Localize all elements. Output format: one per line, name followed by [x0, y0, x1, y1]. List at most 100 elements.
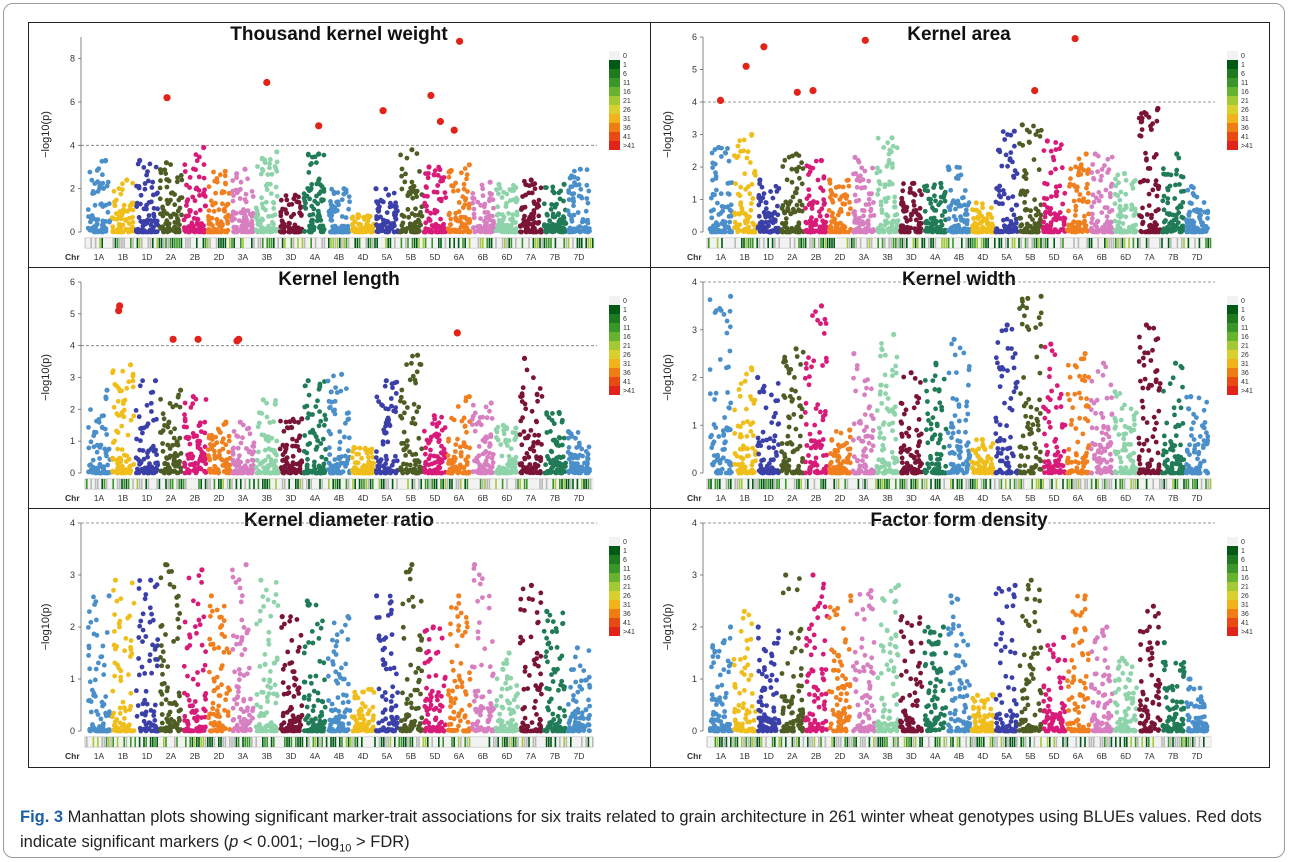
density-cell	[246, 238, 249, 248]
snp-point	[403, 171, 408, 177]
snp-point	[256, 449, 261, 455]
legend-swatch	[609, 69, 620, 78]
snp-point	[110, 368, 116, 374]
snp-point	[255, 164, 260, 169]
snp-point	[1077, 192, 1083, 197]
snp-point	[318, 418, 324, 424]
snp-point	[978, 220, 983, 226]
snp-point	[201, 451, 207, 457]
y-axis-label: −log10(p)	[662, 111, 674, 158]
snp-point	[933, 198, 938, 204]
snp-point	[493, 228, 499, 234]
density-cell	[229, 238, 231, 248]
snp-point	[404, 362, 409, 367]
density-cell	[532, 238, 535, 248]
snp-point	[775, 203, 780, 209]
snp-point	[1101, 229, 1107, 234]
density-cell	[1040, 238, 1042, 248]
snp-point	[790, 228, 796, 234]
legend-label: 21	[1241, 98, 1249, 105]
snp-point	[542, 185, 548, 190]
snp-point	[201, 162, 207, 168]
snp-point	[1123, 214, 1129, 220]
snp-point	[561, 198, 566, 204]
snp-point	[448, 216, 454, 222]
snp-point	[843, 196, 849, 201]
snp-point	[346, 410, 351, 416]
snp-point	[1174, 171, 1179, 177]
y-tick-label: 6	[70, 277, 75, 287]
snp-point	[273, 451, 278, 457]
snp-point	[201, 175, 207, 181]
significant-marker	[1031, 87, 1039, 95]
snp-point	[393, 200, 398, 206]
snp-point	[98, 470, 104, 476]
snp-point	[286, 470, 292, 476]
snp-point	[351, 226, 357, 231]
density-cell	[290, 238, 293, 248]
snp-point	[545, 222, 551, 228]
density-cell	[409, 238, 411, 248]
snp-point	[1031, 225, 1036, 231]
snp-point	[345, 417, 351, 422]
snp-point	[821, 174, 827, 180]
snp-point	[402, 179, 408, 185]
snp-point	[556, 211, 561, 217]
snp-point	[373, 455, 379, 460]
density-cell	[240, 238, 242, 248]
snp-point	[207, 455, 212, 461]
snp-point	[286, 202, 292, 208]
density-cell	[259, 238, 262, 248]
snp-point	[1197, 212, 1203, 218]
snp-point	[578, 186, 584, 192]
snp-point	[790, 206, 796, 212]
snp-point	[1116, 180, 1121, 186]
snp-point	[881, 145, 887, 150]
snp-point	[282, 449, 288, 455]
snp-point	[341, 223, 347, 229]
legend-label: 41	[1241, 134, 1249, 141]
snp-point	[92, 229, 98, 235]
density-cell	[523, 238, 526, 248]
snp-point	[160, 411, 166, 417]
density-cell	[486, 238, 488, 248]
snp-point	[728, 213, 734, 219]
density-cell	[743, 238, 745, 248]
density-cell	[1183, 238, 1185, 248]
snp-point	[1123, 191, 1129, 197]
snp-point	[167, 446, 173, 451]
snp-point	[942, 191, 947, 197]
density-cell	[1178, 238, 1181, 248]
legend-swatch	[1227, 123, 1238, 132]
density-cell	[101, 238, 103, 248]
snp-point	[175, 175, 180, 181]
chromosome-points-5B	[1017, 122, 1044, 235]
snp-point	[1190, 218, 1195, 224]
snp-point	[410, 353, 415, 359]
snp-point	[1138, 228, 1144, 234]
snp-point	[366, 454, 371, 460]
snp-point	[94, 449, 100, 455]
density-cell	[925, 238, 928, 248]
snp-point	[788, 211, 794, 217]
density-cell	[879, 238, 882, 248]
significant-marker	[861, 36, 869, 44]
snp-point	[919, 192, 924, 198]
snp-point	[249, 222, 255, 228]
snp-point	[840, 193, 846, 199]
density-cell	[387, 238, 389, 248]
density-cell	[950, 238, 952, 248]
snp-point	[1042, 214, 1048, 220]
snp-point	[1005, 195, 1011, 201]
density-cell	[592, 238, 594, 248]
density-cell	[754, 238, 756, 248]
snp-point	[138, 201, 143, 207]
snp-point	[294, 199, 300, 205]
snp-point	[760, 221, 765, 227]
density-cell	[1022, 238, 1025, 248]
snp-point	[182, 460, 187, 466]
snp-point	[900, 200, 906, 205]
snp-point	[162, 460, 168, 466]
snp-point	[419, 446, 425, 452]
